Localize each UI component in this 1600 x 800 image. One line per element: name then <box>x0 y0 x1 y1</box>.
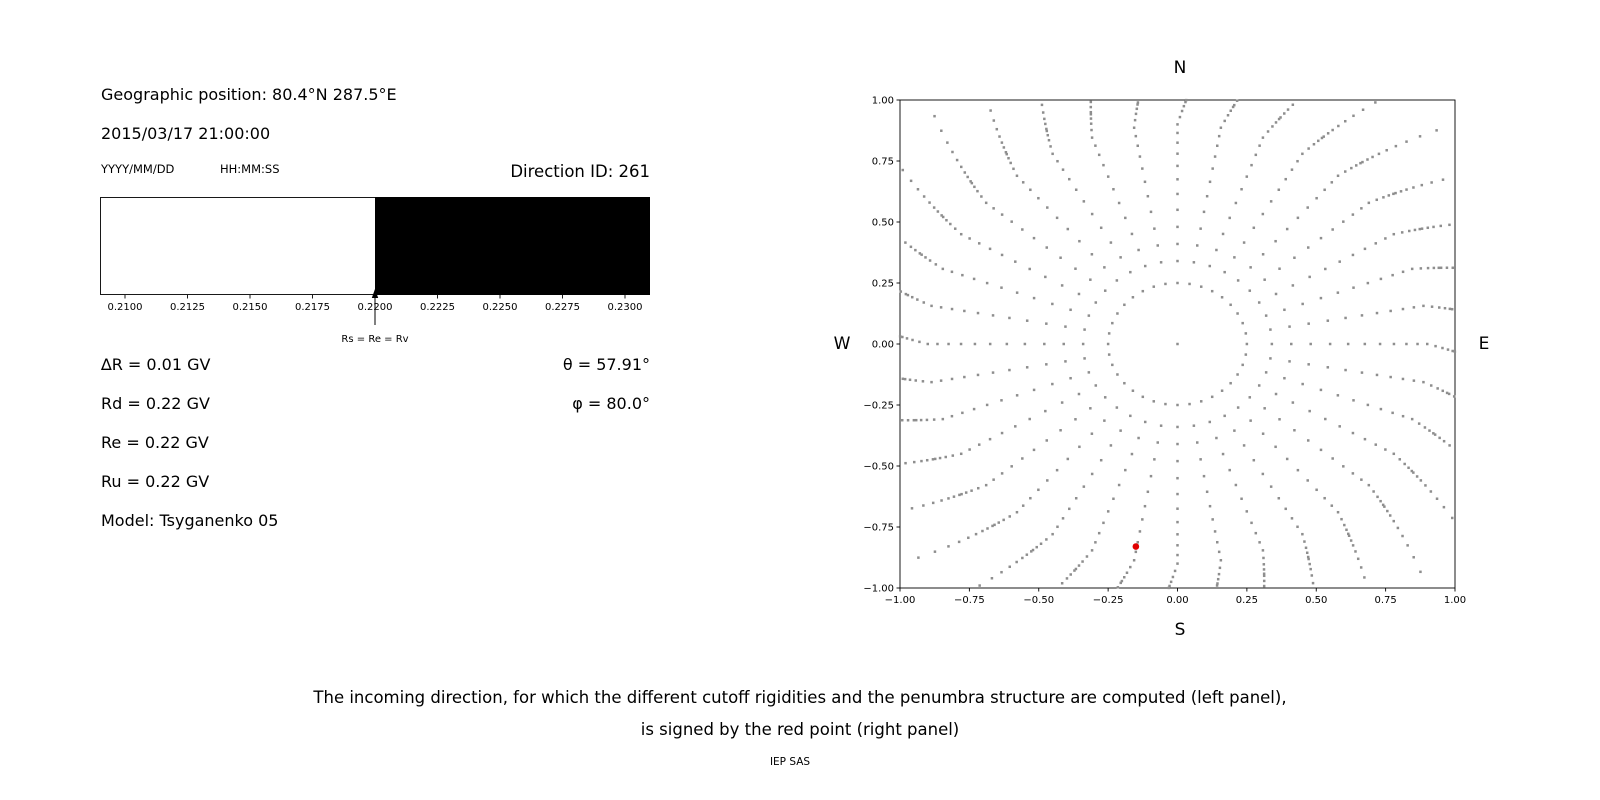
svg-text:0.25: 0.25 <box>1236 595 1258 606</box>
compass-south-label: S <box>1174 620 1186 640</box>
svg-text:−0.50: −0.50 <box>863 462 894 473</box>
svg-text:−0.75: −0.75 <box>954 595 985 606</box>
direction-id-text: Direction ID: 261 <box>510 162 650 181</box>
compass-east-label: E <box>1478 334 1490 354</box>
model-name: Model: Tsyganenko 05 <box>101 511 279 530</box>
svg-text:0.2250: 0.2250 <box>483 302 518 313</box>
scatter-y-axis: 1.00 0.75 0.50 0.25 0.00 −0.25 −0.50 −0.75 −1.00 <box>863 96 900 595</box>
datetime-text: 2015/03/17 21:00:00 <box>101 124 271 143</box>
svg-text:1.00: 1.00 <box>1444 595 1466 606</box>
penumbra-chart: 0.2100 0.2125 0.2150 0.2175 0.2200 0.2225 0.22… <box>100 197 650 345</box>
svg-text:0.75: 0.75 <box>1374 595 1396 606</box>
svg-text:0.2125: 0.2125 <box>170 302 205 313</box>
svg-text:−1.00: −1.00 <box>863 584 894 595</box>
caption-line-1: The incoming direction, for which the di… <box>313 688 1287 707</box>
svg-text:0.25: 0.25 <box>872 279 894 290</box>
svg-text:0.2150: 0.2150 <box>233 302 268 313</box>
incoming-direction-red-point <box>1132 543 1140 550</box>
delta-r-value: ∆R = 0.01 GV <box>101 355 211 374</box>
svg-text:0.2175: 0.2175 <box>295 302 330 313</box>
theta-value: θ = 57.91° <box>562 355 650 374</box>
compass-west-label: W <box>833 334 851 354</box>
svg-text:0.00: 0.00 <box>1166 595 1188 606</box>
compass-north-label: N <box>1173 58 1187 78</box>
svg-text:0.50: 0.50 <box>872 218 894 229</box>
svg-text:−0.50: −0.50 <box>1023 595 1054 606</box>
asymptotic-direction-dots <box>898 98 1457 590</box>
direction-scatter-chart: −1.00 −0.75 −0.50 −0.25 0.00 0.25 0.50 0.75 1.00… <box>863 96 1466 607</box>
svg-text:−0.25: −0.25 <box>1093 595 1124 606</box>
svg-text:−0.25: −0.25 <box>863 401 894 412</box>
time-format-label: HH:MM:SS <box>220 162 280 176</box>
svg-text:Rs = Re = Rv: Rs = Re = Rv <box>341 334 408 345</box>
svg-text:1.00: 1.00 <box>872 96 894 107</box>
svg-text:−0.75: −0.75 <box>863 523 894 534</box>
rd-value: Rd = 0.22 GV <box>101 394 210 413</box>
credit-text: IEP SAS <box>769 756 811 768</box>
rs-arrow-annotation: Rs = Re = Rv <box>341 289 409 345</box>
svg-text:0.2275: 0.2275 <box>545 302 580 313</box>
scatter-x-axis: −1.00 −0.75 −0.50 −0.25 0.00 0.25 0.50 0.75 1.00 <box>885 588 1466 606</box>
svg-text:−1.00: −1.00 <box>885 595 916 606</box>
date-format-label: YYYY/MM/DD <box>101 162 175 176</box>
caption-line-2: is signed by the red point (right panel) <box>640 720 960 739</box>
svg-text:0.75: 0.75 <box>872 157 894 168</box>
geo-position-text: Geographic position: 80.4°N 287.5°E <box>101 85 397 104</box>
svg-text:0.2225: 0.2225 <box>420 302 455 313</box>
phi-value: φ = 80.0° <box>572 394 650 413</box>
re-value: Re = 0.22 GV <box>101 433 209 452</box>
svg-text:0.50: 0.50 <box>1305 595 1327 606</box>
svg-text:0.2300: 0.2300 <box>608 302 643 313</box>
ru-value: Ru = 0.22 GV <box>101 472 210 491</box>
svg-text:0.00: 0.00 <box>872 340 894 351</box>
svg-text:0.2100: 0.2100 <box>108 302 143 313</box>
